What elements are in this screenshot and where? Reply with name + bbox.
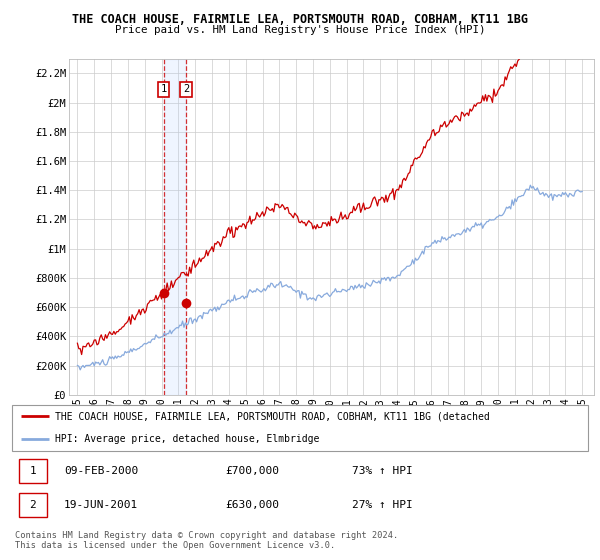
Text: THE COACH HOUSE, FAIRMILE LEA, PORTSMOUTH ROAD, COBHAM, KT11 1BG: THE COACH HOUSE, FAIRMILE LEA, PORTSMOUT… [72, 13, 528, 26]
FancyBboxPatch shape [12, 405, 588, 451]
Text: Contains HM Land Registry data © Crown copyright and database right 2024.
This d: Contains HM Land Registry data © Crown c… [15, 531, 398, 550]
Text: 1: 1 [29, 466, 36, 476]
Text: 73% ↑ HPI: 73% ↑ HPI [352, 466, 413, 476]
Text: 2: 2 [183, 85, 189, 95]
Text: 2: 2 [29, 500, 36, 510]
Text: HPI: Average price, detached house, Elmbridge: HPI: Average price, detached house, Elmb… [55, 435, 320, 444]
FancyBboxPatch shape [19, 493, 47, 516]
Text: 09-FEB-2000: 09-FEB-2000 [64, 466, 138, 476]
Text: £630,000: £630,000 [225, 500, 279, 510]
Text: THE COACH HOUSE, FAIRMILE LEA, PORTSMOUTH ROAD, COBHAM, KT11 1BG (detached: THE COACH HOUSE, FAIRMILE LEA, PORTSMOUT… [55, 412, 490, 421]
Text: 27% ↑ HPI: 27% ↑ HPI [352, 500, 413, 510]
FancyBboxPatch shape [19, 459, 47, 483]
Text: Price paid vs. HM Land Registry's House Price Index (HPI): Price paid vs. HM Land Registry's House … [115, 25, 485, 35]
Text: £700,000: £700,000 [225, 466, 279, 476]
Text: 1: 1 [160, 85, 167, 95]
Bar [164, 59, 186, 395]
Text: 19-JUN-2001: 19-JUN-2001 [64, 500, 138, 510]
